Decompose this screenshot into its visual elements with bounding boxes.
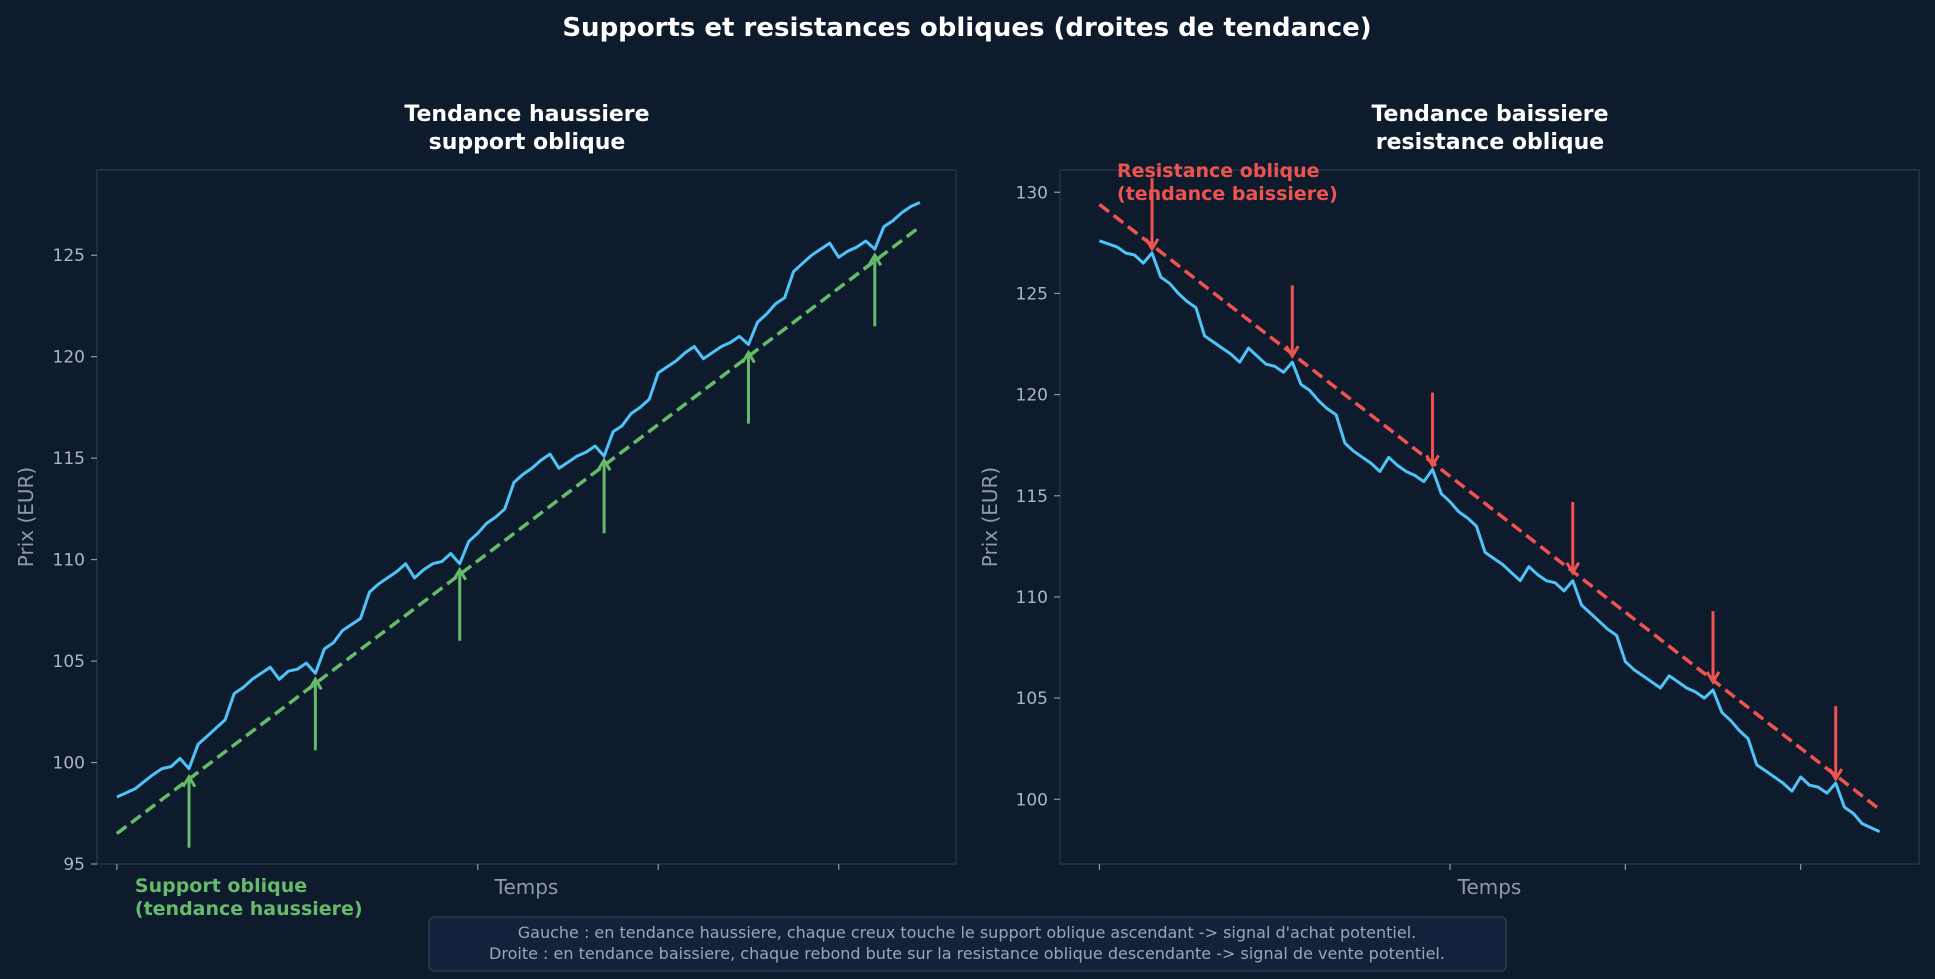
price-line xyxy=(1098,239,1881,833)
resistance-trendline xyxy=(1098,203,1881,811)
support-touch-arrow xyxy=(596,457,612,534)
x-axis-label: Temps xyxy=(1457,875,1522,899)
x-axis-label: Temps xyxy=(494,875,559,899)
y-tick-label: 130 xyxy=(1016,183,1048,203)
panel-title-line: resistance oblique xyxy=(1376,130,1604,155)
y-tick-label: 110 xyxy=(1016,588,1048,608)
y-tick-label: 100 xyxy=(1016,790,1048,810)
y-tick-label: 115 xyxy=(1016,487,1048,507)
y-axis-label: Prix (EUR) xyxy=(14,467,38,567)
support-touch-arrow xyxy=(308,676,323,751)
resistance-touch-arrow xyxy=(1565,501,1581,576)
axes-frame xyxy=(96,169,957,865)
footer-line-2: Droite : en tendance baissiere, chaque r… xyxy=(489,944,1445,963)
arrow-head xyxy=(1705,671,1721,685)
axes-frame xyxy=(1059,169,1920,865)
resistance-annotation-line: (tendance baissiere) xyxy=(1117,183,1338,205)
y-tick-label: 105 xyxy=(1016,689,1048,709)
y-tick-label: 125 xyxy=(53,246,85,266)
price-line xyxy=(116,201,921,799)
support-touch-arrow xyxy=(867,252,883,327)
footer-box: Gauche : en tendance haussiere, chaque c… xyxy=(428,916,1507,972)
arrow-head xyxy=(867,252,883,266)
y-tick-label: 95 xyxy=(63,855,85,875)
support-touch-arrow xyxy=(452,566,468,641)
y-tick-label: 120 xyxy=(53,348,85,368)
footer-frame xyxy=(428,916,1507,972)
resistance-touch-arrow xyxy=(1284,285,1300,360)
arrow-head xyxy=(1144,238,1160,252)
arrow-head xyxy=(308,676,323,691)
panel-title-line: support oblique xyxy=(429,130,626,155)
panel-downtrend: Tendance baissiere resistance oblique 100 1… xyxy=(978,102,1920,899)
support-annotation-line: (tendance haussiere) xyxy=(135,898,363,920)
y-tick-label: 120 xyxy=(1016,386,1048,406)
y-axis-label: Prix (EUR) xyxy=(978,467,1002,567)
arrow-head xyxy=(1565,561,1581,576)
arrow-head xyxy=(1425,454,1440,469)
arrow-head xyxy=(181,773,197,788)
support-trendline xyxy=(115,225,921,835)
resistance-touch-arrow xyxy=(1425,392,1440,469)
resistance-touch-arrow xyxy=(1828,706,1844,782)
footer-line-1: Gauche : en tendance haussiere, chaque c… xyxy=(518,923,1417,942)
resistance-touch-arrow xyxy=(1144,178,1160,252)
panel-title-line: Tendance baissiere xyxy=(1371,102,1608,127)
arrow-head xyxy=(452,566,468,581)
resistance-annotation-line: Resistance oblique xyxy=(1117,160,1320,182)
panel-title-line: Tendance haussiere xyxy=(404,102,649,127)
figure-title: Supports et resistances obliques (droite… xyxy=(562,13,1371,43)
resistance-touch-arrow xyxy=(1705,611,1721,685)
panel-uptrend: Tendance haussiere support oblique 95 100 10… xyxy=(14,102,957,920)
y-tick-label: 110 xyxy=(53,551,85,571)
support-touch-arrow xyxy=(741,349,756,424)
y-tick-label: 115 xyxy=(53,449,85,469)
y-tick-label: 125 xyxy=(1016,284,1048,304)
support-touch-arrow xyxy=(181,773,197,848)
y-tick-label: 100 xyxy=(53,754,85,774)
y-tick-label: 105 xyxy=(53,652,85,672)
arrow-head xyxy=(1828,768,1844,782)
arrow-head xyxy=(741,349,756,364)
arrow-head xyxy=(1284,345,1300,360)
support-annotation-line: Support oblique xyxy=(135,875,307,897)
arrow-head xyxy=(596,457,612,471)
